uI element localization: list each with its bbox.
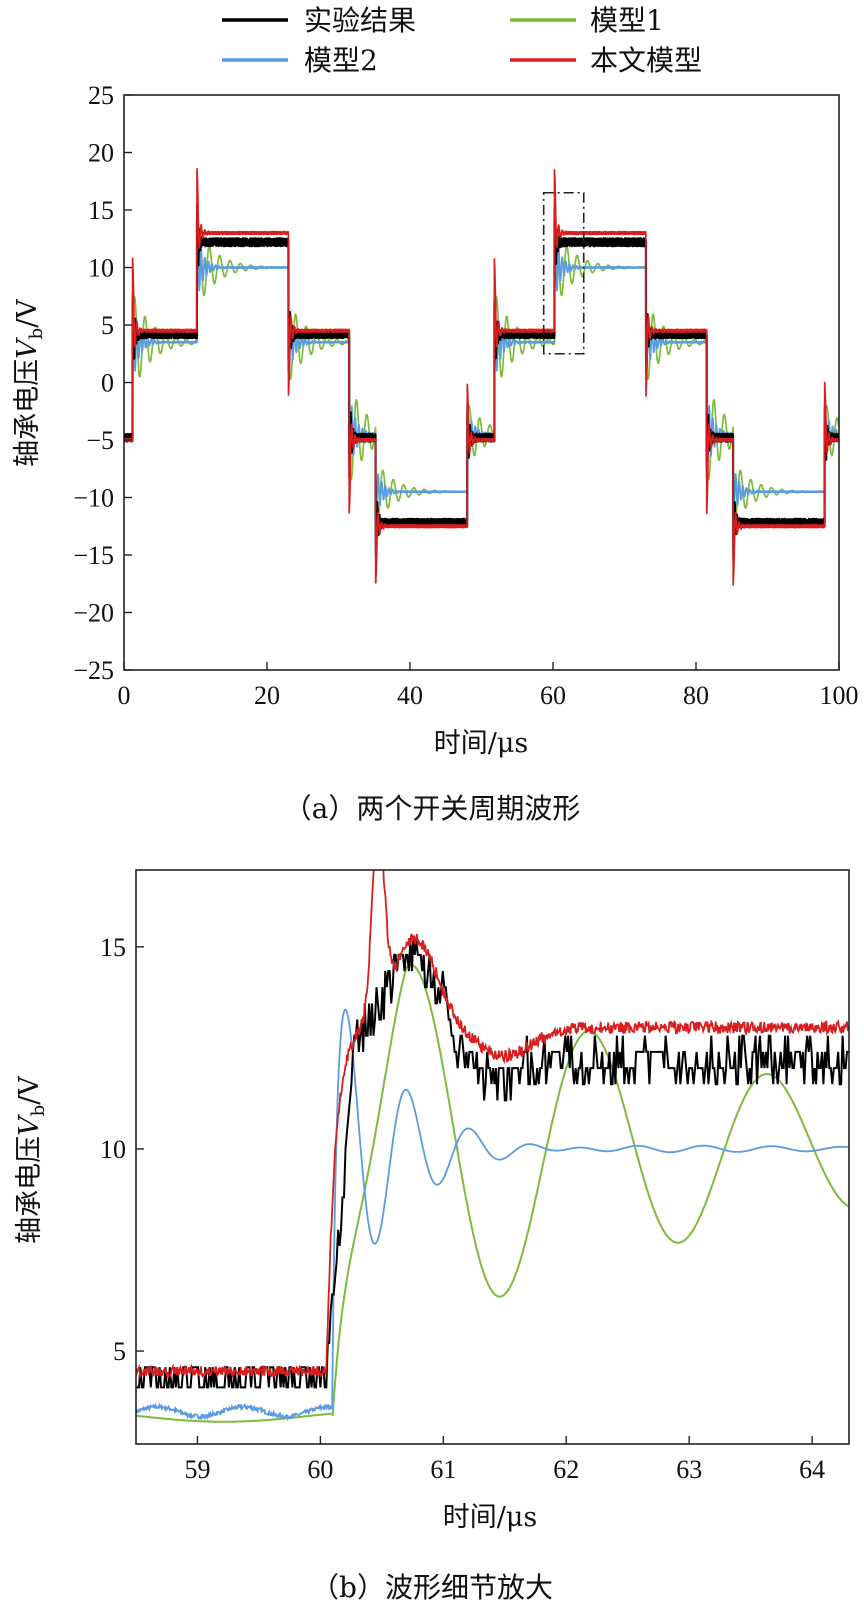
chart-a-y-tick-label: −20	[73, 599, 114, 628]
chart-a-series-model2	[124, 236, 839, 517]
chart-a-x-tick-label: 20	[254, 681, 280, 710]
chart-b-y-tick-label: 15	[100, 933, 126, 962]
chart-a-series-experiment	[124, 202, 839, 561]
chart-b-x-tick-label: 60	[307, 1455, 333, 1484]
chart-a-y-tick-label: 5	[101, 311, 114, 340]
chart-a-x-tick-label: 40	[397, 681, 423, 710]
chart-a-y-tick-label: 0	[101, 369, 114, 398]
chart-b-ticks: 59 60 61 62 63 64 5 10 15	[100, 933, 825, 1484]
chart-a-y-tick-label: 25	[88, 81, 114, 110]
chart-b-series-model2	[136, 1008, 849, 1422]
legend-label-experiment: 实验结果	[304, 4, 416, 37]
chart-a-caption: （a）两个开关周期波形	[284, 792, 581, 825]
legend: 实验结果 模型1 模型2 本文模型	[222, 4, 702, 77]
chart-a-series	[124, 168, 839, 586]
legend-label-proposed: 本文模型	[590, 44, 702, 77]
chart-a-x-tick-label: 80	[683, 681, 709, 710]
chart-b-caption: （b）波形细节放大	[311, 1571, 553, 1604]
chart-a-x-tick-label: 60	[540, 681, 566, 710]
chart-b-y-tick-label: 10	[100, 1135, 126, 1164]
chart-a-plot-frame	[123, 94, 840, 671]
legend-label-model2: 模型2	[304, 44, 378, 77]
legend-label-model1: 模型1	[590, 4, 664, 37]
chart-a-x-tick-label: 0	[118, 681, 131, 710]
chart-b-plot-frame	[135, 869, 850, 1445]
chart-b-x-tick-label: 63	[676, 1455, 702, 1484]
chart-a-y-axis-label: 轴承电压Vb/V	[12, 299, 47, 467]
chart-b-y-axis-label: 轴承电压Vb/V	[14, 1076, 49, 1244]
chart-a-series-model1	[124, 229, 839, 521]
chart-b-series	[136, 870, 849, 1423]
chart-a-y-tick-label: −15	[73, 541, 114, 570]
chart-a-y-tick-label: −10	[73, 484, 114, 513]
chart-b-y-tick-label: 5	[113, 1337, 126, 1366]
chart-a-zoom-box	[542, 191, 585, 355]
chart-a-y-tick-label: 10	[88, 254, 114, 283]
chart-a-series-proposed	[124, 168, 839, 586]
chart-a-y-tick-label: 20	[88, 139, 114, 168]
chart-a-ticks: 0 20 40 60 80 100 −25 −20 −15 −10 −5 0 5 10 15 20 25	[73, 81, 858, 710]
chart-a-y-tick-label: −25	[73, 656, 114, 685]
chart-b-x-tick-label: 61	[430, 1455, 456, 1484]
chart-b-x-axis-label: 时间/μs	[443, 1502, 538, 1533]
chart-a: 0 20 40 60 80 100 −25 −20 −15 −10 −5 0 5 10 15 20 25 时间/…	[12, 81, 859, 825]
chart-a-x-tick-label: 100	[820, 681, 859, 710]
chart-a-x-axis-label: 时间/μs	[434, 728, 529, 759]
chart-a-y-tick-label: −5	[86, 426, 114, 455]
chart-b-series-proposed	[136, 870, 849, 1380]
chart-b-x-tick-label: 64	[799, 1455, 825, 1484]
chart-a-y-tick-label: 15	[88, 196, 114, 225]
chart-b-series-model1	[136, 964, 849, 1423]
chart-b: 59 60 61 62 63 64 5 10 15 时间/μs 轴承电压Vb/V （b）波形细节…	[14, 869, 850, 1604]
chart-b-series-experiment	[136, 938, 849, 1389]
chart-b-x-tick-label: 62	[553, 1455, 579, 1484]
chart-b-x-tick-label: 59	[184, 1455, 210, 1484]
